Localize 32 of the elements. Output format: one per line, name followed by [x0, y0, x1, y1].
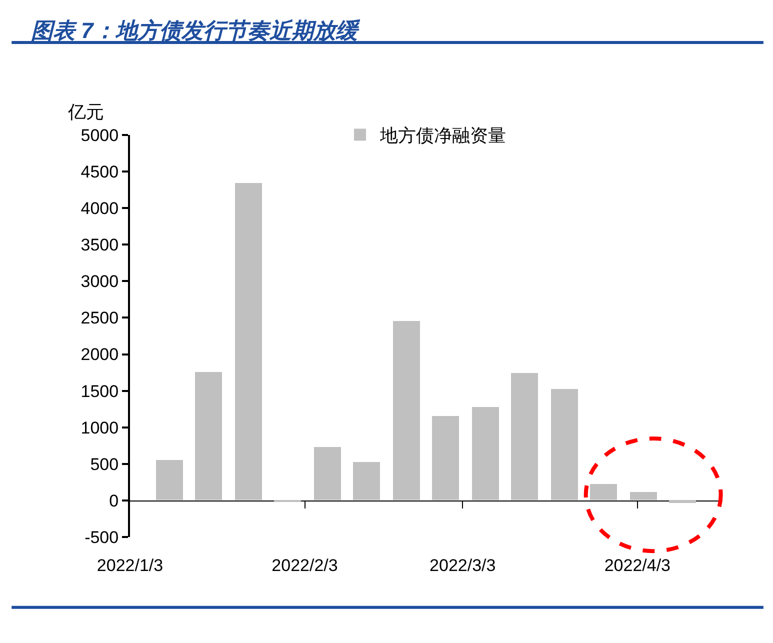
y-tick-label: 3000	[80, 272, 119, 292]
bar	[590, 484, 617, 500]
x-tick-label: 2022/3/3	[430, 556, 496, 575]
y-tick-label: 1000	[80, 418, 119, 438]
x-tick-label: 2022/1/3	[96, 556, 164, 575]
y-tick-label: -500	[84, 528, 119, 547]
bar	[393, 321, 420, 500]
bar	[156, 460, 183, 500]
bar	[551, 389, 578, 500]
y-tick-label: 0	[109, 491, 119, 510]
y-tick-label: 1500	[80, 382, 119, 401]
bar	[353, 462, 380, 500]
y-tick-label: 5000	[80, 126, 119, 145]
bar	[432, 416, 459, 500]
bar	[472, 407, 499, 500]
y-tick-label: 4000	[80, 199, 119, 218]
y-tick-label: 2000	[80, 345, 119, 364]
legend-label: 地方债净融资量	[379, 126, 506, 146]
y-axis-title: 亿元	[67, 102, 104, 122]
bar	[195, 372, 222, 500]
bar	[235, 183, 262, 500]
y-tick-label: 4500	[80, 162, 119, 182]
y-tick-label: 2500	[80, 308, 119, 328]
bar	[630, 492, 657, 500]
x-tick-label: 2022/4/3	[604, 556, 671, 575]
bar	[314, 447, 341, 500]
x-tick-label: 2022/2/3	[272, 556, 338, 575]
bar	[669, 500, 696, 503]
y-tick-label: 500	[90, 454, 119, 474]
y-tick-label: 3500	[80, 236, 119, 255]
chart-title: 图表 7：地方债发行节奏近期放缓	[30, 18, 360, 43]
bar	[511, 373, 538, 500]
